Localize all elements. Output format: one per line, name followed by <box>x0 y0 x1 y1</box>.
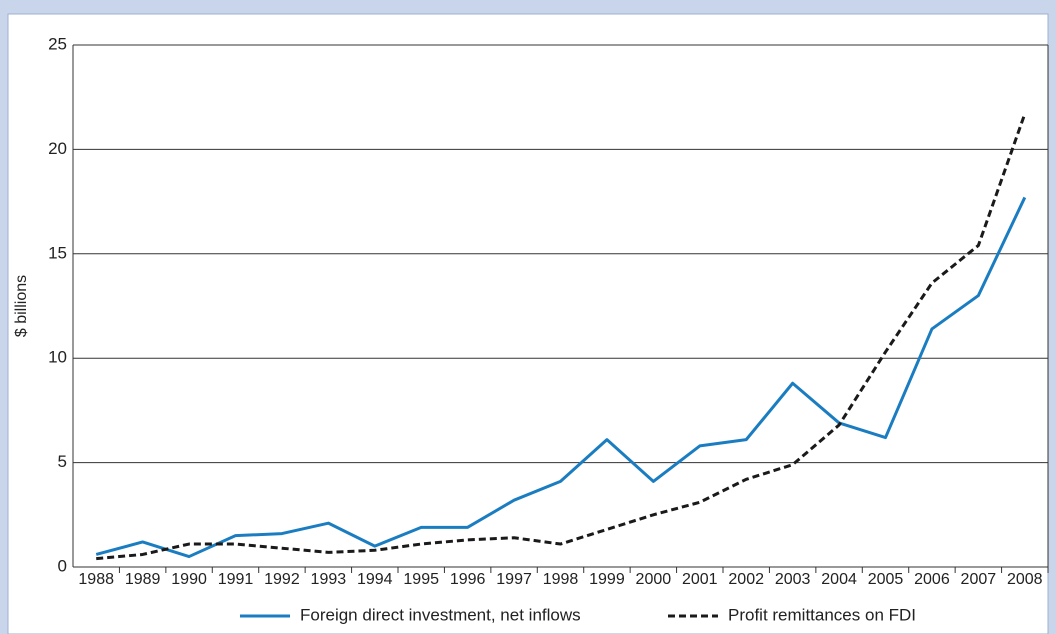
x-tick-label: 1991 <box>218 571 254 588</box>
x-tick-label: 1994 <box>357 571 393 588</box>
x-tick-label: 2005 <box>868 571 904 588</box>
x-tick-label: 1992 <box>264 571 300 588</box>
y-tick-label: 0 <box>58 556 67 575</box>
series-line <box>95 196 1027 559</box>
x-tick-label: 2003 <box>775 571 811 588</box>
chart-panel <box>7 13 1049 634</box>
y-axis-label: $ billions <box>13 275 30 337</box>
x-tick-label: 1995 <box>403 571 439 588</box>
legend-label: Profit remittances on FDI <box>728 605 916 624</box>
x-tick-label: 1996 <box>450 571 486 588</box>
y-tick-label: 10 <box>48 348 67 367</box>
x-tick-label: 2004 <box>821 571 857 588</box>
x-tick-label: 1998 <box>543 571 579 588</box>
x-tick-label: 1990 <box>171 571 207 588</box>
x-tick-label: 2007 <box>961 571 997 588</box>
legend-label: Foreign direct investment, net inflows <box>300 605 581 624</box>
x-tick-label: 1989 <box>125 571 161 588</box>
x-tick-label: 2001 <box>682 571 718 588</box>
x-tick-label: 1993 <box>311 571 347 588</box>
x-tick-label: 2008 <box>1007 571 1043 588</box>
x-tick-label: 2000 <box>636 571 672 588</box>
y-tick-label: 20 <box>48 139 67 158</box>
x-tick-label: 1997 <box>496 571 532 588</box>
x-tick-label: 2006 <box>914 571 950 588</box>
y-tick-label: 25 <box>48 34 67 53</box>
series-line <box>96 113 1027 561</box>
x-tick-label: 1999 <box>589 571 625 588</box>
y-tick-label: 5 <box>58 452 67 471</box>
x-tick-label: 1988 <box>78 571 114 588</box>
x-tick-label: 2002 <box>728 571 764 588</box>
y-tick-label: 15 <box>48 243 67 262</box>
